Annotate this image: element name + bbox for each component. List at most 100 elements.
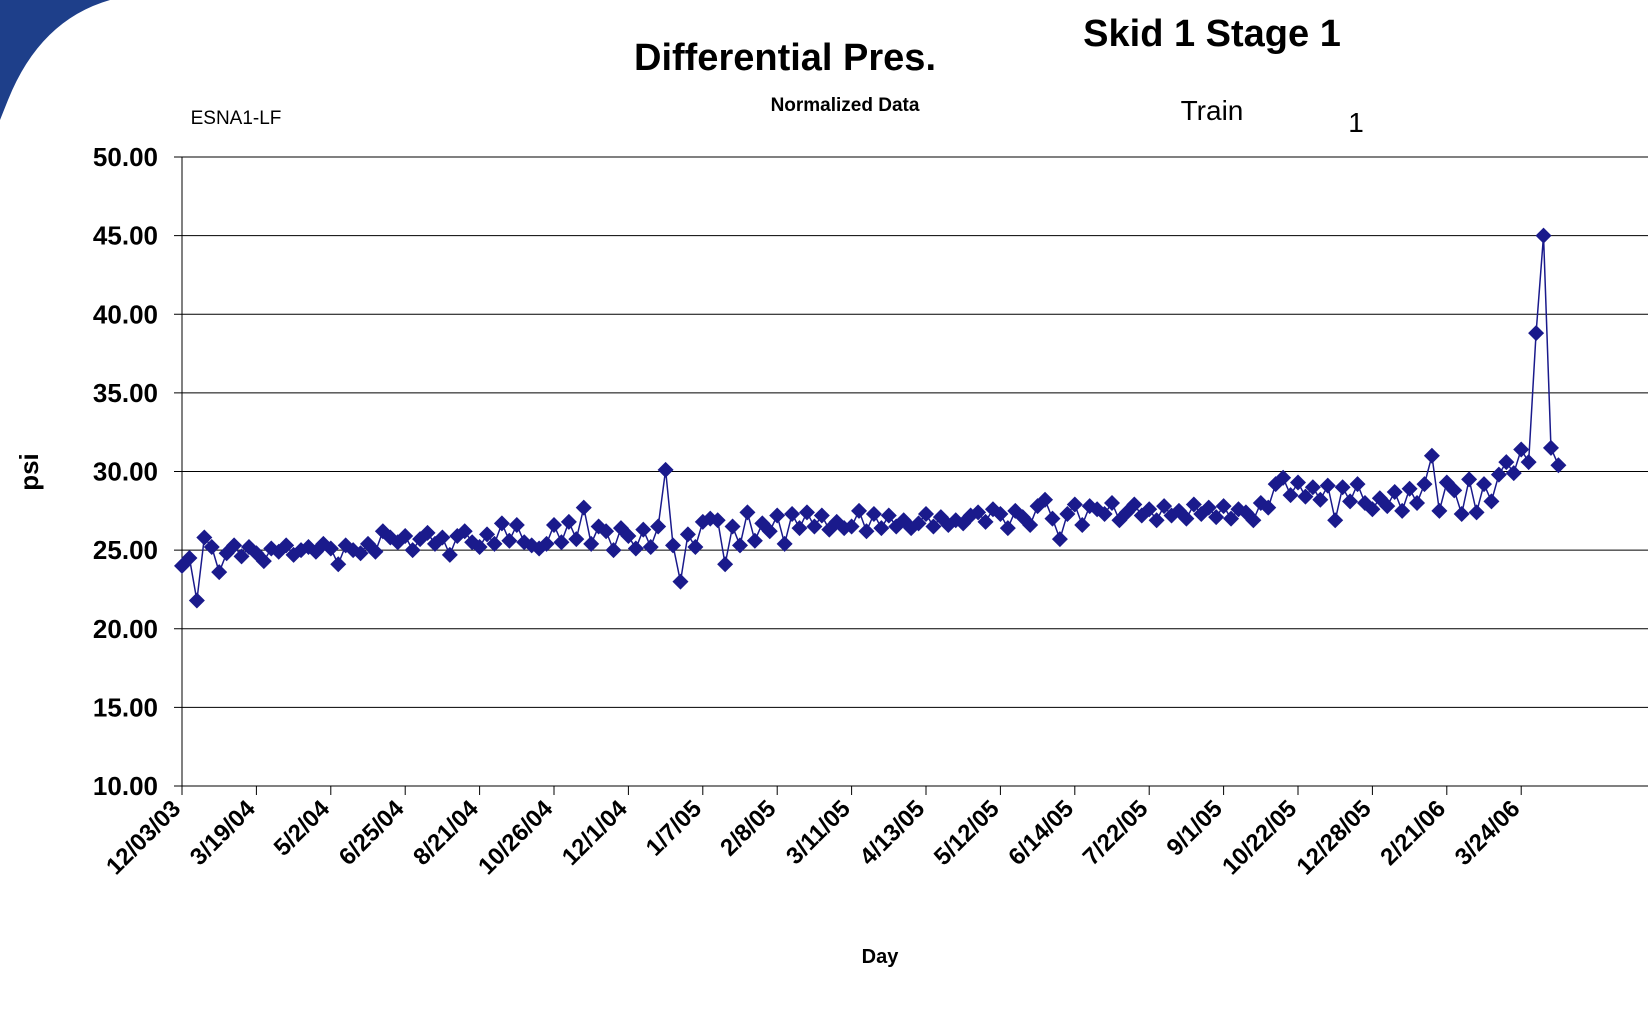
data-point <box>1423 447 1440 464</box>
x-tick-label: 12/03/03 <box>101 795 186 880</box>
data-point <box>1401 480 1418 497</box>
data-point <box>211 564 228 581</box>
data-point <box>233 548 250 565</box>
data-point <box>724 518 741 535</box>
y-tick-label: 10.00 <box>93 771 158 801</box>
data-point <box>1096 505 1113 522</box>
data-point <box>791 520 808 537</box>
data-point <box>1290 474 1306 491</box>
x-tick-label: 2/21/06 <box>1375 795 1451 871</box>
data-point <box>1431 502 1448 519</box>
data-point <box>1037 491 1054 508</box>
data-point <box>196 529 213 546</box>
data-point <box>880 507 897 524</box>
data-point <box>441 546 458 563</box>
data-point <box>1297 488 1314 505</box>
data-point <box>642 538 659 555</box>
data-point <box>999 520 1016 537</box>
x-tick-label: 10/22/05 <box>1217 795 1302 880</box>
data-point <box>687 538 704 555</box>
data-point <box>672 573 689 590</box>
data-point <box>575 499 592 516</box>
data-point <box>419 524 436 541</box>
data-point <box>627 540 644 557</box>
data-point <box>1185 496 1202 513</box>
data-point <box>746 532 763 549</box>
data-point <box>1498 454 1515 471</box>
data-point <box>181 549 198 566</box>
data-point <box>1223 510 1240 527</box>
data-point <box>546 516 562 533</box>
x-tick-label: 7/22/05 <box>1078 795 1154 871</box>
data-point <box>798 504 815 521</box>
data-point <box>1022 516 1039 533</box>
data-point <box>1156 498 1173 515</box>
data-point <box>858 523 875 540</box>
data-point <box>486 535 503 552</box>
data-point <box>1126 496 1143 513</box>
data-point <box>501 532 518 549</box>
series-line <box>181 235 1560 601</box>
y-tick-label: 30.00 <box>93 457 158 487</box>
data-point <box>553 534 570 551</box>
data-point <box>1059 505 1076 522</box>
data-point <box>918 505 934 522</box>
data-point <box>1520 454 1537 471</box>
data-point <box>910 515 927 532</box>
data-point <box>322 540 339 557</box>
x-tick-label: 6/14/05 <box>1003 795 1079 871</box>
data-point <box>1148 512 1165 529</box>
x-tick-label: 3/11/05 <box>781 795 856 870</box>
data-point <box>1542 439 1559 456</box>
data-point <box>456 523 473 540</box>
y-tick-label: 15.00 <box>93 692 158 722</box>
x-tick-label: 12/28/05 <box>1291 795 1376 880</box>
data-point <box>1074 516 1091 533</box>
data-point <box>471 538 488 555</box>
site-label: ESNA1-LF <box>191 108 282 129</box>
data-point <box>1200 499 1217 516</box>
chart-title: Differential Pres. <box>634 37 936 79</box>
data-point <box>1476 476 1492 493</box>
data-point <box>1051 531 1068 548</box>
x-tick-label: 3/24/06 <box>1450 795 1526 871</box>
data-point <box>434 529 451 546</box>
data-point <box>1505 465 1522 482</box>
data-point <box>865 505 882 522</box>
data-point <box>992 505 1009 522</box>
data-point <box>1312 491 1329 508</box>
x-tick-label: 6/25/04 <box>334 795 410 871</box>
data-point <box>1528 325 1545 342</box>
y-tick-label: 50.00 <box>93 142 158 172</box>
data-point <box>203 538 220 555</box>
data-point <box>1446 482 1463 499</box>
data-point <box>873 520 890 537</box>
data-point <box>278 537 295 554</box>
data-point <box>1066 496 1083 513</box>
data-point <box>1409 494 1426 511</box>
data-point <box>1163 507 1180 524</box>
data-point <box>709 512 726 529</box>
x-tick-label: 4/13/05 <box>855 795 931 871</box>
x-axis-title: Day <box>862 946 900 968</box>
data-point <box>1133 507 1150 524</box>
data-point <box>1386 483 1403 500</box>
data-point <box>605 542 622 559</box>
data-point <box>479 526 496 543</box>
data-point <box>1245 512 1262 529</box>
data-point <box>657 461 674 478</box>
data-point <box>493 515 510 532</box>
data-point <box>813 507 830 524</box>
data-point <box>1513 441 1530 458</box>
data-point <box>739 504 756 521</box>
data-point <box>843 518 860 535</box>
data-point <box>188 592 205 609</box>
x-tick-label: 2/8/05 <box>715 795 781 861</box>
subtitle: Normalized Data <box>771 95 920 116</box>
data-point <box>560 513 577 530</box>
y-axis-title: psi <box>14 453 44 491</box>
data-point <box>1342 493 1359 510</box>
data-point <box>962 507 979 524</box>
data-point <box>598 523 615 540</box>
